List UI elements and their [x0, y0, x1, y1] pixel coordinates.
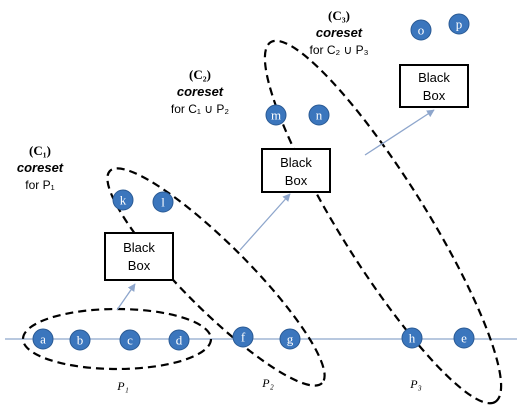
node-o: o	[410, 19, 432, 41]
svg-text:h: h	[409, 331, 416, 346]
c2-coreset: coreset	[177, 84, 224, 99]
black-box-1-line2: Box	[128, 258, 151, 273]
black-box-3: Black Box	[399, 64, 469, 108]
coreset-label-c1: (C₁) coreset for P₁	[17, 143, 64, 192]
svg-text:b: b	[77, 333, 84, 348]
black-box-3-line1: Black	[418, 70, 450, 85]
svg-text:k: k	[120, 193, 127, 208]
coreset-label-c3: (C₃) coreset for C₂ ∪ P₃	[309, 8, 368, 57]
node-e: e	[453, 327, 475, 349]
c1-coreset: coreset	[17, 160, 64, 175]
node-b: b	[69, 329, 91, 351]
black-box-2-line1: Black	[280, 155, 312, 170]
arrow-to-c2	[239, 193, 291, 251]
partition-label-p2: P₂	[261, 376, 274, 390]
arrow-to-c1	[116, 283, 136, 311]
arrow-to-c3	[364, 109, 435, 156]
node-d: d	[168, 329, 190, 351]
partition-label-p3: P₃	[409, 377, 422, 391]
svg-text:d: d	[176, 333, 183, 348]
svg-text:p: p	[456, 17, 463, 32]
black-box-2: Black Box	[261, 148, 331, 193]
c1-title: (C₁)	[29, 143, 51, 158]
black-box-3-line2: Box	[423, 88, 446, 103]
black-box-1-line1: Black	[123, 240, 155, 255]
svg-text:m: m	[271, 108, 281, 123]
c3-title: (C₃)	[328, 8, 350, 23]
partition-p3-ellipse	[263, 39, 503, 405]
svg-text:f: f	[241, 330, 246, 345]
black-box-2-line2: Box	[285, 173, 308, 188]
svg-text:c: c	[127, 333, 133, 348]
node-c: c	[119, 329, 141, 351]
c3-coreset: coreset	[316, 25, 363, 40]
node-a: a	[32, 328, 54, 350]
node-m: m	[265, 104, 287, 126]
svg-text:n: n	[316, 108, 323, 123]
node-h: h	[401, 327, 423, 349]
black-box-1: Black Box	[104, 232, 174, 281]
svg-text:l: l	[161, 195, 165, 210]
svg-text:g: g	[287, 332, 294, 347]
node-l: l	[152, 191, 174, 213]
c2-title: (C₂)	[189, 67, 211, 82]
c3-desc: for C₂ ∪ P₃	[309, 43, 368, 57]
node-n: n	[308, 104, 330, 126]
partition-p1-ellipse	[21, 307, 213, 371]
c2-desc: for C₁ ∪ P₂	[171, 102, 230, 116]
svg-text:o: o	[418, 23, 425, 38]
coreset-label-c2: (C₂) coreset for C₁ ∪ P₂	[171, 67, 230, 116]
partition-label-p1: P₁	[116, 379, 129, 393]
svg-text:e: e	[461, 331, 467, 346]
node-g: g	[279, 328, 301, 350]
node-k: k	[112, 189, 134, 211]
svg-text:a: a	[40, 332, 46, 347]
c1-desc: for P₁	[25, 178, 54, 192]
node-f: f	[232, 326, 254, 348]
node-p: p	[448, 13, 470, 35]
